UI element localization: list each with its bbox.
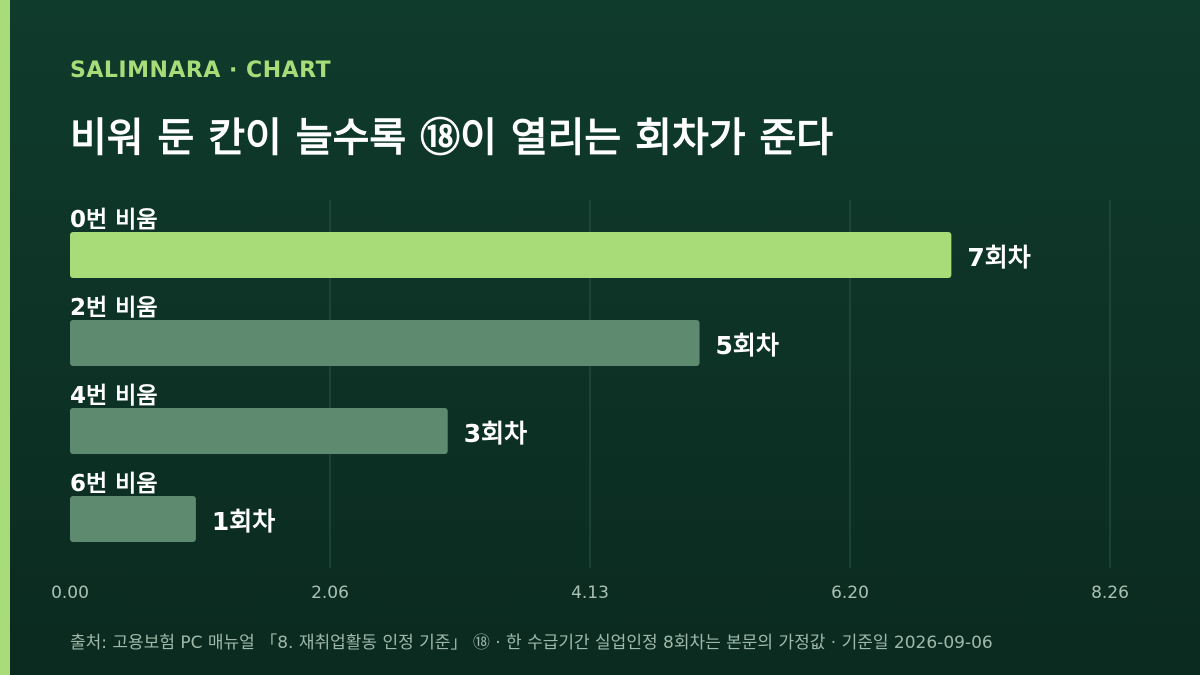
value-label: 3회차: [464, 419, 527, 448]
category-label: 4번 비움: [70, 383, 158, 409]
x-tick-label: 8.26: [1091, 583, 1129, 603]
chart-title: 비워 둔 칸이 늘수록 ⑱이 열리는 회차가 준다: [70, 115, 834, 161]
value-label: 5회차: [716, 331, 779, 360]
brand-label: SALIMNARA · CHART: [70, 58, 332, 83]
bar: [70, 232, 952, 278]
source-note: 출처: 고용보험 PC 매뉴얼 「8. 재취업활동 인정 기준」 ⑱ · 한 수…: [70, 633, 993, 653]
accent-strip: [0, 0, 10, 675]
category-label: 2번 비움: [70, 295, 158, 321]
x-tick-label: 4.13: [571, 583, 609, 603]
bar: [70, 320, 700, 366]
bar: [70, 496, 196, 542]
x-tick-label: 2.06: [311, 583, 349, 603]
bar: [70, 408, 448, 454]
x-tick-label: 6.20: [831, 583, 869, 603]
value-label: 1회차: [212, 507, 275, 536]
x-tick-label: 0.00: [51, 583, 89, 603]
category-label: 0번 비움: [70, 207, 158, 233]
value-label: 7회차: [967, 243, 1030, 272]
category-label: 6번 비움: [70, 471, 158, 497]
